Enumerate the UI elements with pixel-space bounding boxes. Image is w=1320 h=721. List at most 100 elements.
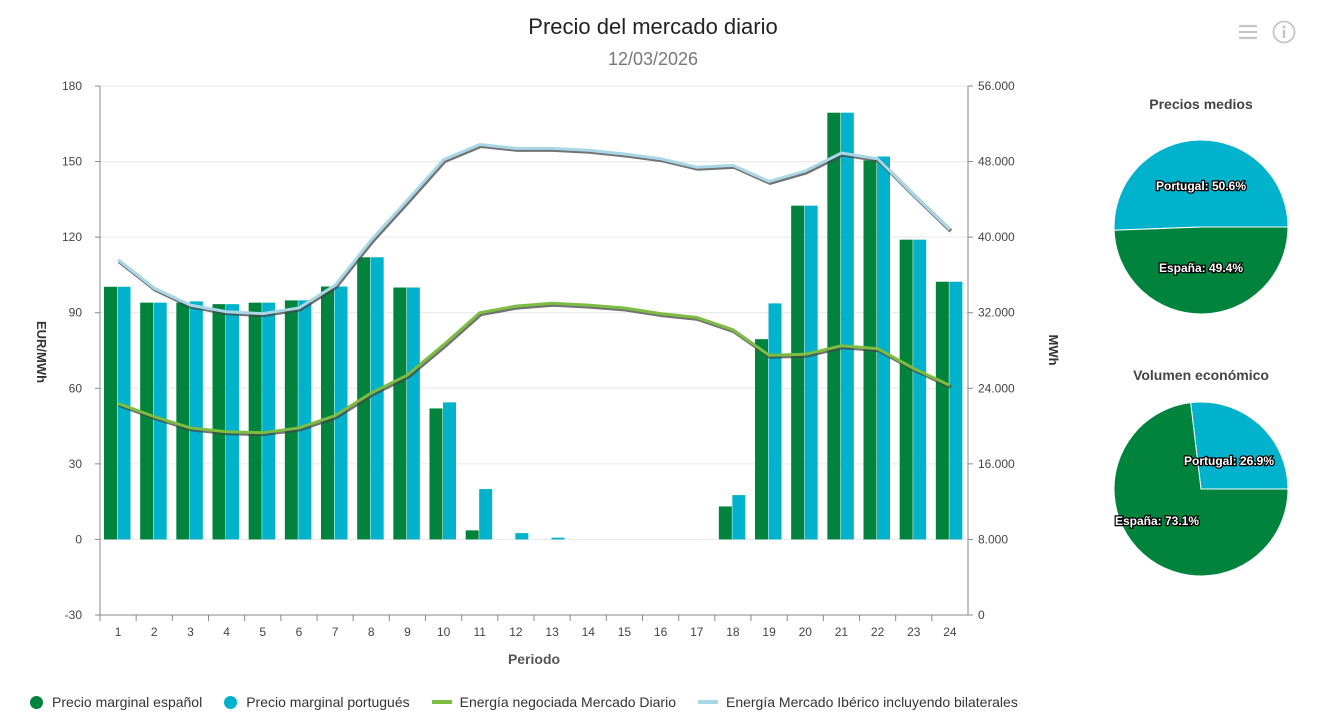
legend-label: Energía Mercado Ibérico incluyendo bilat… (725, 694, 1018, 710)
y-tick-label: 150 (62, 155, 82, 169)
x-tick-label: 11 (474, 625, 487, 639)
pie-slice-portugal (1113, 139, 1289, 231)
line-shadow (117, 144, 953, 318)
bar-portugal (551, 537, 565, 540)
y-tick-label: 60 (69, 381, 83, 395)
x-axis-title: Periodo (508, 651, 560, 667)
bar-portugal (949, 281, 963, 540)
legend-marker (30, 695, 43, 709)
bar-portugal (226, 304, 239, 540)
legend: Precio marginal español Precio marginal … (30, 694, 1040, 710)
pie-title: Precios medios (1149, 96, 1253, 112)
y-right-tick-label: 40.000 (978, 230, 1015, 244)
bar-portugal (913, 239, 927, 540)
x-tick-label: 8 (368, 625, 375, 639)
bar-portugal (370, 257, 384, 540)
bar-spain (321, 286, 334, 540)
bar-spain (718, 506, 732, 540)
bar-portugal (406, 287, 420, 540)
x-tick-label: 20 (799, 625, 813, 639)
x-tick-label: 24 (943, 625, 957, 639)
bar-spain (140, 302, 154, 540)
bar-spain (935, 281, 949, 540)
x-tick-label: 18 (726, 625, 740, 639)
y-right-axis-title: MWh (1046, 334, 1061, 365)
chart-title: Precio del mercado diario (528, 14, 778, 39)
x-tick-label: 2 (151, 625, 158, 639)
bar-spain (393, 287, 407, 540)
x-tick-label: 15 (618, 625, 632, 639)
bar-spain (899, 239, 913, 540)
y-right-tick-label: 32.000 (978, 306, 1015, 320)
y-axis-title: EUR/MWh (34, 321, 49, 383)
bar-spain (791, 205, 805, 540)
x-tick-label: 10 (437, 625, 451, 639)
pie-slice-spain (1113, 402, 1289, 577)
chart-subtitle: 12/03/2026 (607, 49, 699, 69)
bar-portugal (479, 489, 493, 540)
x-tick-label: 4 (223, 625, 230, 639)
legend-label: Precio marginal portugués (246, 694, 410, 710)
x-tick-label: 14 (582, 625, 596, 639)
info-icon[interactable] (1272, 20, 1296, 44)
x-tick-label: 1 (115, 625, 122, 639)
bar-spain (284, 300, 298, 540)
pie-data-label: Portugal: 26.9% (1184, 454, 1274, 468)
pie-slice-spain (1113, 226, 1289, 315)
y-tick-label: 30 (69, 457, 83, 471)
line-bilateral (117, 143, 951, 316)
bar-portugal (877, 156, 890, 540)
y-right-tick-label: 16.000 (978, 457, 1015, 471)
legend-item-energia[interactable]: Energía negociada Mercado Diario (431, 694, 676, 710)
y-tick-label: 90 (69, 306, 83, 320)
bar-spain (429, 408, 443, 540)
x-tick-label: 6 (296, 625, 303, 639)
hamburger-menu-icon[interactable] (1236, 20, 1260, 44)
legend-item-bilateral[interactable]: Energía Mercado Ibérico incluyendo bilat… (697, 694, 1018, 710)
bar-spain (827, 112, 841, 540)
bar-portugal (117, 286, 131, 540)
y-right-tick-label: 48.000 (978, 155, 1015, 169)
y-right-tick-label: 56.000 (978, 79, 1015, 93)
bar-portugal (262, 302, 276, 540)
line-shadow (118, 302, 952, 437)
x-tick-label: 21 (835, 625, 849, 639)
bar-spain (248, 302, 262, 540)
pie-slice-portugal (1190, 401, 1289, 490)
bar-portugal (732, 495, 746, 540)
bar-portugal (804, 205, 818, 540)
y-tick-label: 0 (75, 532, 82, 546)
x-tick-label: 22 (871, 625, 885, 639)
bar-portugal (515, 533, 529, 540)
pie-data-label: España: 49.4% (1159, 261, 1243, 275)
x-tick-label: 19 (762, 625, 776, 639)
x-tick-label: 5 (259, 625, 266, 639)
y-right-tick-label: 8.000 (978, 532, 1008, 546)
legend-marker (224, 695, 238, 709)
x-tick-label: 13 (545, 625, 559, 639)
x-tick-label: 12 (509, 625, 523, 639)
y-tick-label: 120 (62, 230, 82, 244)
bar-spain (104, 286, 117, 540)
pie-data-label: Portugal: 50.6% (1156, 179, 1246, 193)
legend-item-portugal[interactable]: Precio marginal portugués (224, 694, 410, 710)
pie-data-label: España: 73.1% (1115, 514, 1199, 528)
bar-portugal (189, 301, 203, 540)
legend-marker (431, 700, 452, 704)
bar-spain (212, 304, 226, 540)
bar-portugal (768, 303, 782, 540)
bar-portugal (443, 402, 456, 540)
legend-item-spain[interactable]: Precio marginal español (30, 694, 202, 710)
x-tick-label: 23 (907, 625, 921, 639)
bar-spain (176, 302, 190, 540)
x-tick-label: 17 (690, 625, 704, 639)
bar-spain (465, 530, 479, 540)
legend-label: Energía negociada Mercado Diario (459, 694, 676, 710)
x-tick-label: 16 (654, 625, 668, 639)
bar-spain (755, 339, 768, 540)
pie-title: Volumen económico (1133, 367, 1269, 383)
bar-portugal (298, 300, 312, 540)
y-tick-label: 180 (62, 79, 82, 93)
